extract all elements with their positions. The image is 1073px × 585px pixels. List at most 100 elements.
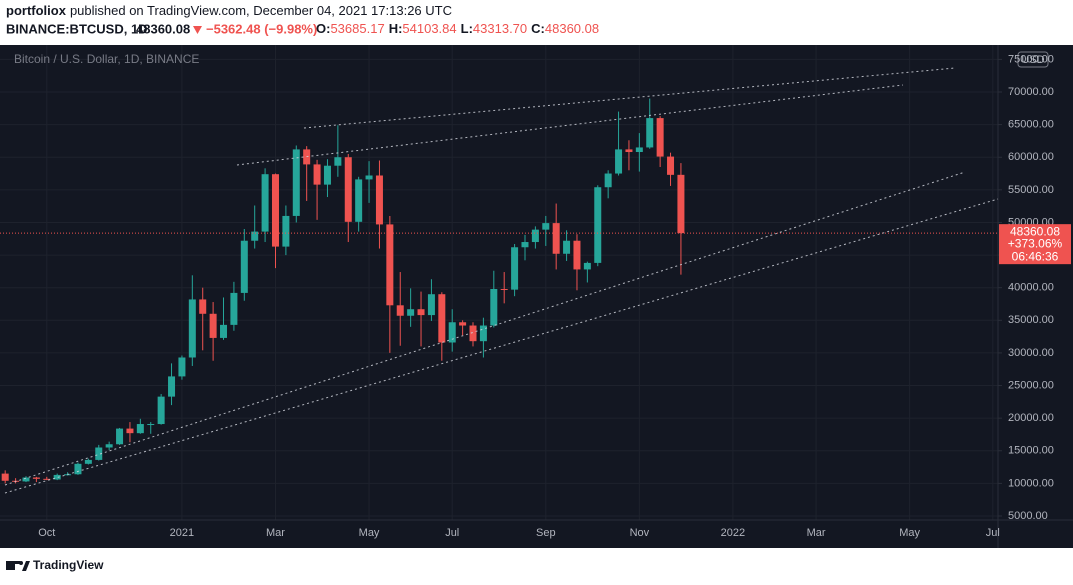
brand: TradingView <box>33 558 104 572</box>
candle-body <box>199 299 207 314</box>
candle-body <box>531 229 539 243</box>
candle-body <box>375 175 383 225</box>
y-tick-label: 55000.00 <box>1008 184 1054 196</box>
y-tick-label: 40000.00 <box>1008 282 1054 294</box>
y-tick-label: 10000.00 <box>1008 477 1054 489</box>
last-price: 48360.08 <box>136 21 190 36</box>
candle-body <box>583 262 591 270</box>
h-value: 54103.84 <box>402 21 456 36</box>
change: −5362.48 (−9.98%) <box>206 21 317 36</box>
candle-body <box>677 174 685 234</box>
y-tick-label: 15000.00 <box>1008 445 1054 457</box>
candle-body <box>521 242 529 248</box>
candle-body <box>448 322 456 343</box>
price-tag-value: 48360.08 <box>1010 224 1060 238</box>
chart-background <box>0 45 1073 548</box>
down-arrow <box>193 26 202 34</box>
candle-body <box>469 325 477 342</box>
candle-body <box>116 428 124 445</box>
trend-lines <box>4 67 999 494</box>
candle-body <box>313 164 321 185</box>
candle-body <box>479 325 487 342</box>
candle-body <box>168 376 176 397</box>
candle-body <box>271 174 279 247</box>
candle-body <box>282 215 290 247</box>
axes: 5000.00 10000.00 15000.00 20000.00 25000.00 3… <box>38 53 1071 539</box>
candle-body <box>261 174 269 232</box>
candle-body <box>438 294 446 343</box>
price-tag-countdown: 06:46:36 <box>1012 249 1059 263</box>
candle-body <box>563 240 571 254</box>
plot <box>0 98 998 484</box>
published: published on TradingView.com, December 0… <box>70 3 452 18</box>
candle-body <box>84 459 92 464</box>
candle-body <box>95 447 103 460</box>
price-tag-change: +373.06% <box>1008 236 1063 250</box>
x-tick-label: Mar <box>266 527 285 539</box>
candle-body <box>251 231 259 241</box>
y-tick-label: 35000.00 <box>1008 314 1054 326</box>
x-tick-label: May <box>899 527 920 539</box>
candle-body <box>292 149 300 216</box>
publish-line: portfoliox published on TradingView.com, … <box>6 3 452 18</box>
candle-body <box>53 474 61 480</box>
candle-body <box>147 424 155 426</box>
candle-body <box>220 324 228 338</box>
grid <box>0 45 998 520</box>
price-tag <box>999 224 1071 265</box>
x-tick-label: 2021 <box>170 527 194 539</box>
x-tick-label: Jul <box>445 527 459 539</box>
candle-body <box>427 294 435 316</box>
currency-badge <box>1017 51 1049 68</box>
candle-body <box>386 224 394 306</box>
candle-body <box>667 156 675 175</box>
chart-title: Bitcoin / U.S. Dollar, 1D, BINANCE <box>14 52 199 66</box>
candle-body <box>615 149 623 174</box>
ohlc: O:53685.17 H:54103.84 L:43313.70 C:48360.08 <box>316 21 599 36</box>
candle-body <box>542 223 550 230</box>
candle-body <box>32 477 40 479</box>
candle-body <box>656 118 664 157</box>
candle-body <box>500 288 508 290</box>
candle-body <box>625 149 633 153</box>
candle-body <box>157 396 165 425</box>
trend-line <box>4 171 966 486</box>
candle-body <box>126 428 134 434</box>
candle-body <box>43 478 51 480</box>
y-tick-label: 5000.00 <box>1008 510 1048 522</box>
l-label: L: <box>461 21 473 36</box>
x-tick-label: Sep <box>536 527 556 539</box>
x-tick-label: Mar <box>807 527 826 539</box>
candle-body <box>490 288 498 326</box>
y-tick-label: 75000.00 <box>1008 53 1054 65</box>
logo <box>6 561 30 571</box>
x-tick-label: 2022 <box>721 527 745 539</box>
candle-body <box>334 157 342 166</box>
candle-body <box>178 357 186 377</box>
y-tick-label: 20000.00 <box>1008 412 1054 424</box>
symbol: BINANCE:BTCUSD, 1D <box>6 21 148 36</box>
candle-body <box>355 179 363 222</box>
y-tick-label: 65000.00 <box>1008 119 1054 131</box>
candle-body <box>240 240 248 293</box>
candle-body <box>365 175 373 180</box>
candle-body <box>1 473 9 481</box>
y-tick-label: 70000.00 <box>1008 86 1054 98</box>
candle-body <box>344 157 352 222</box>
trend-line <box>303 67 956 129</box>
o-value: 53685.17 <box>330 21 384 36</box>
candle-body <box>105 444 113 448</box>
candle-body <box>209 313 217 338</box>
y-tick-label: 25000.00 <box>1008 379 1054 391</box>
o-label: O: <box>316 21 330 36</box>
candle-body <box>646 118 654 148</box>
candle-body <box>136 424 144 434</box>
candle-body <box>573 240 581 270</box>
candle-body <box>407 309 415 316</box>
x-tick-label: Oct <box>38 527 55 539</box>
candle-body <box>396 305 404 316</box>
x-tick-label: May <box>359 527 380 539</box>
l-value: 43313.70 <box>473 21 527 36</box>
c-label: C: <box>531 21 545 36</box>
